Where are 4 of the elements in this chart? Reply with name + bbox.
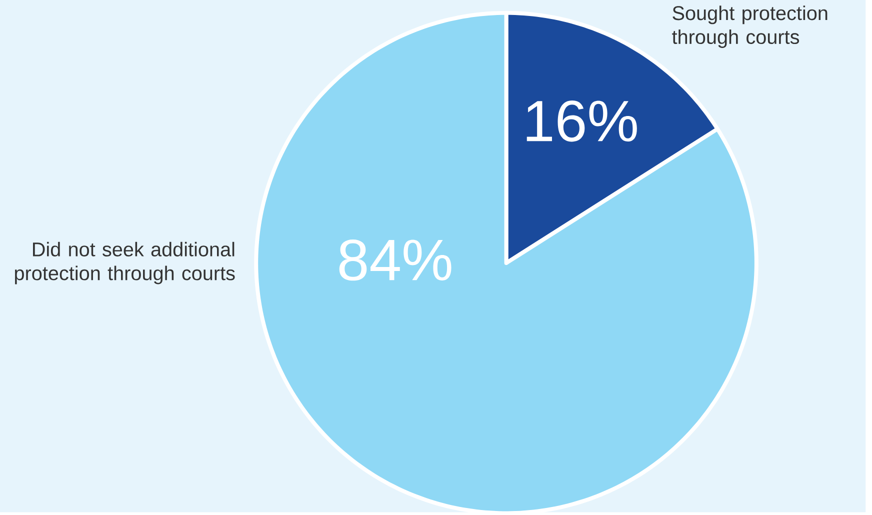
data-label: 16% [526, 100, 637, 142]
slice-label: Sought protection through courts [672, 6, 828, 48]
slice-label: Did not seek additional protection through courts [15, 242, 235, 284]
data-label: 84% [339, 239, 452, 281]
